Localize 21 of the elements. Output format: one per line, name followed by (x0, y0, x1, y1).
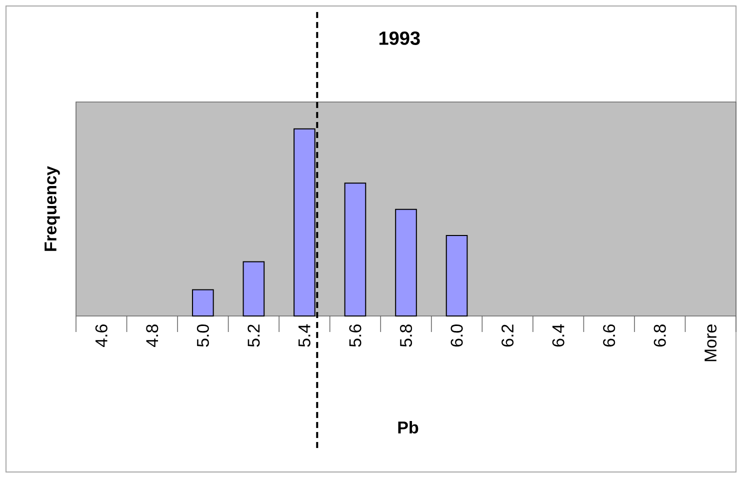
bar (242, 261, 265, 316)
x-tick-label: 4.6 (95, 324, 108, 348)
x-tick-label: 6.4 (552, 324, 564, 347)
x-tick-label: 6.6 (603, 324, 616, 347)
y-axis-title: Frequency (44, 166, 60, 251)
bar (395, 208, 417, 316)
x-tick-label: 5.6 (349, 324, 362, 347)
x-tick-label: 6.2 (502, 324, 514, 347)
x-tick-label: 5.2 (248, 324, 260, 347)
bar (192, 289, 214, 316)
x-tick-label: 5.0 (196, 324, 209, 347)
x-axis-title: Pb (398, 421, 418, 434)
bar (344, 182, 366, 316)
x-tick-label: 4.8 (146, 324, 158, 348)
chart-title: 1993 (379, 31, 420, 45)
x-tick-label: 5.8 (400, 324, 412, 347)
x-tick-label: 6.8 (654, 324, 666, 347)
bar (446, 235, 468, 316)
x-tick-label: More (704, 324, 717, 362)
x-tick-label: 5.4 (298, 324, 310, 347)
x-tick-label: 6.0 (450, 324, 463, 347)
